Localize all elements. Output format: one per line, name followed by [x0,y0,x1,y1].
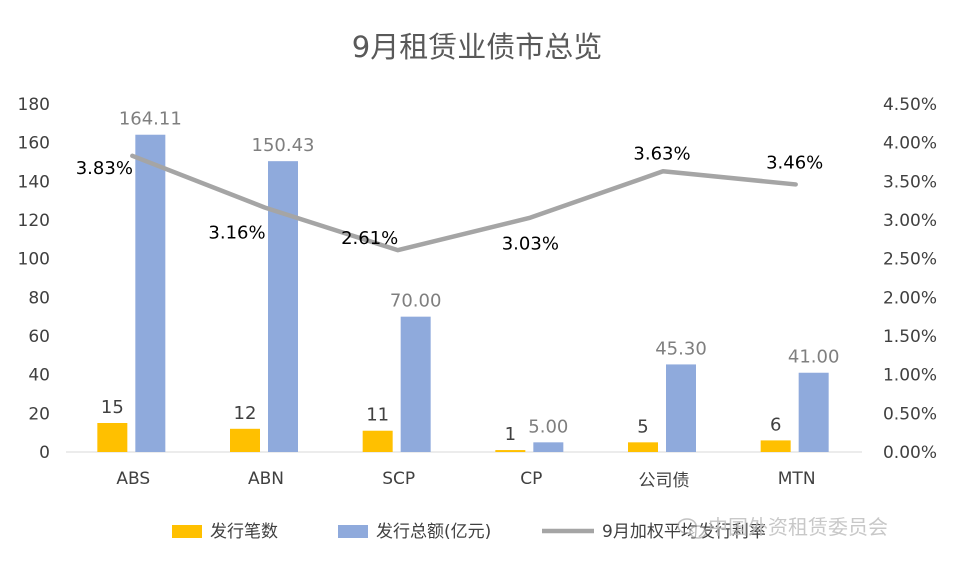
legend-label: 发行总额(亿元) [376,522,491,542]
bar-count [362,430,393,452]
y-left-tick-label: 100 [18,250,50,270]
y-left-tick-label: 120 [18,211,50,231]
x-tick-label: MTN [778,469,816,489]
y-left-tick-label: 20 [28,404,50,424]
data-label-count: 6 [770,414,781,435]
data-label-amount: 164.11 [119,109,182,130]
y-right-tick-label: 0.50% [883,404,937,424]
wechat-icon [677,518,707,539]
data-label-amount: 5.00 [528,416,568,437]
data-label-rate: 3.16% [208,223,265,244]
y-right-tick-label: 4.50% [883,95,937,115]
data-labels: 15 164.11 12 150.43 11 70.00 1 5.00 5 45.30 6 41.00… [76,109,840,445]
y-left-tick-label: 40 [28,366,50,386]
bar-amount [533,442,564,452]
data-label-rate: 3.46% [766,152,823,173]
data-label-count: 5 [637,416,648,437]
data-label-rate: 3.83% [76,158,133,179]
x-tick-label: 公司债 [639,471,690,491]
bar-count [97,423,128,452]
x-tick-label: ABN [248,469,284,489]
data-label-rate: 2.61% [341,228,398,249]
y-left-tick-label: 160 [18,134,50,154]
data-label-rate: 3.63% [633,143,690,164]
y-right-tick-label: 3.50% [883,172,937,192]
line-rate [130,153,798,253]
y-left-tick-label: 60 [28,327,50,347]
bar-count [495,450,526,452]
legend-label: 发行笔数 [210,522,278,542]
x-tick-label: SCP [382,469,415,489]
legend-swatch [172,525,202,538]
rate-line [130,153,798,253]
axes: 0 20 40 60 80 100 120 140 160 180 0.00% 0.50% 1.00% 1… [18,95,937,491]
data-label-count: 15 [101,397,124,418]
bar-count [628,442,658,452]
data-label-count: 1 [505,424,516,445]
data-label-count: 11 [366,405,389,426]
y-right-tick-label: 0.00% [883,443,937,463]
data-label-amount: 70.00 [390,291,442,312]
bar-count [230,428,260,452]
data-label-amount: 45.30 [655,338,707,359]
bar-amount [268,161,298,452]
x-tick-label: ABS [116,469,150,489]
y-left-tick-label: 180 [18,95,50,115]
bar-amount [400,316,431,452]
y-left-tick-label: 0 [39,443,50,463]
chart-title: 9月租赁业债市总览 [352,30,602,64]
y-left-tick-label: 140 [18,172,50,192]
data-label-rate: 3.03% [502,234,559,255]
y-right-tick-label: 1.00% [883,366,937,386]
y-right-tick-label: 2.50% [883,250,937,270]
watermark: 中国外资租赁委员会 [677,515,888,539]
y-left-tick-label: 80 [28,288,50,308]
y-right-tick-label: 1.50% [883,327,937,347]
bar-count [760,440,791,452]
y-right-tick-label: 2.00% [883,288,937,308]
data-label-count: 12 [234,403,257,424]
legend-swatch [338,525,368,538]
bar-amount [798,372,829,452]
y-right-tick-label: 3.00% [883,211,937,231]
data-label-amount: 150.43 [252,135,315,156]
bar-amount [135,134,166,452]
y-right-tick-label: 4.00% [883,134,937,154]
data-label-amount: 41.00 [788,347,840,368]
x-tick-label: CP [520,469,542,489]
bar-amount [666,364,696,452]
legend: 发行笔数 发行总额(亿元) 9月加权平均发行利率 [172,522,766,542]
watermark-text: 中国外资租赁委员会 [708,515,888,539]
